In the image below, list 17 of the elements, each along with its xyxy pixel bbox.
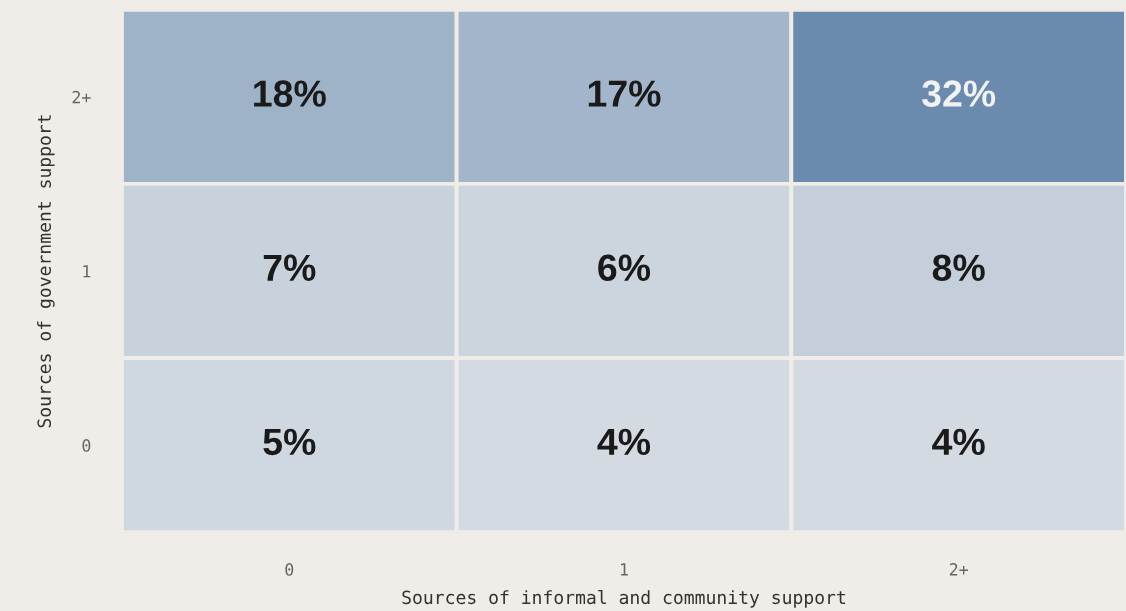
data-label: 6% — [598, 254, 651, 282]
x-tick-label: 0 — [285, 563, 294, 576]
x-axis-title: Sources of informal and community support — [402, 590, 846, 608]
data-label: 8% — [932, 254, 985, 282]
data-label: 18% — [254, 80, 326, 107]
data-label: 4% — [932, 428, 985, 456]
y-tick-label: 0 — [82, 439, 91, 452]
x-tick-label: 1 — [620, 563, 628, 576]
data-label: 7% — [263, 254, 316, 281]
data-label: 4% — [597, 428, 651, 456]
y-axis-title: Sources of government support — [37, 115, 55, 428]
data-label: 17% — [588, 80, 661, 107]
y-tick-label: 2+ — [72, 90, 91, 104]
x-tick-label: 2+ — [949, 563, 968, 576]
data-label: 5% — [263, 428, 316, 456]
data-label: 32% — [921, 80, 996, 107]
y-tick-label: 1 — [83, 265, 91, 278]
